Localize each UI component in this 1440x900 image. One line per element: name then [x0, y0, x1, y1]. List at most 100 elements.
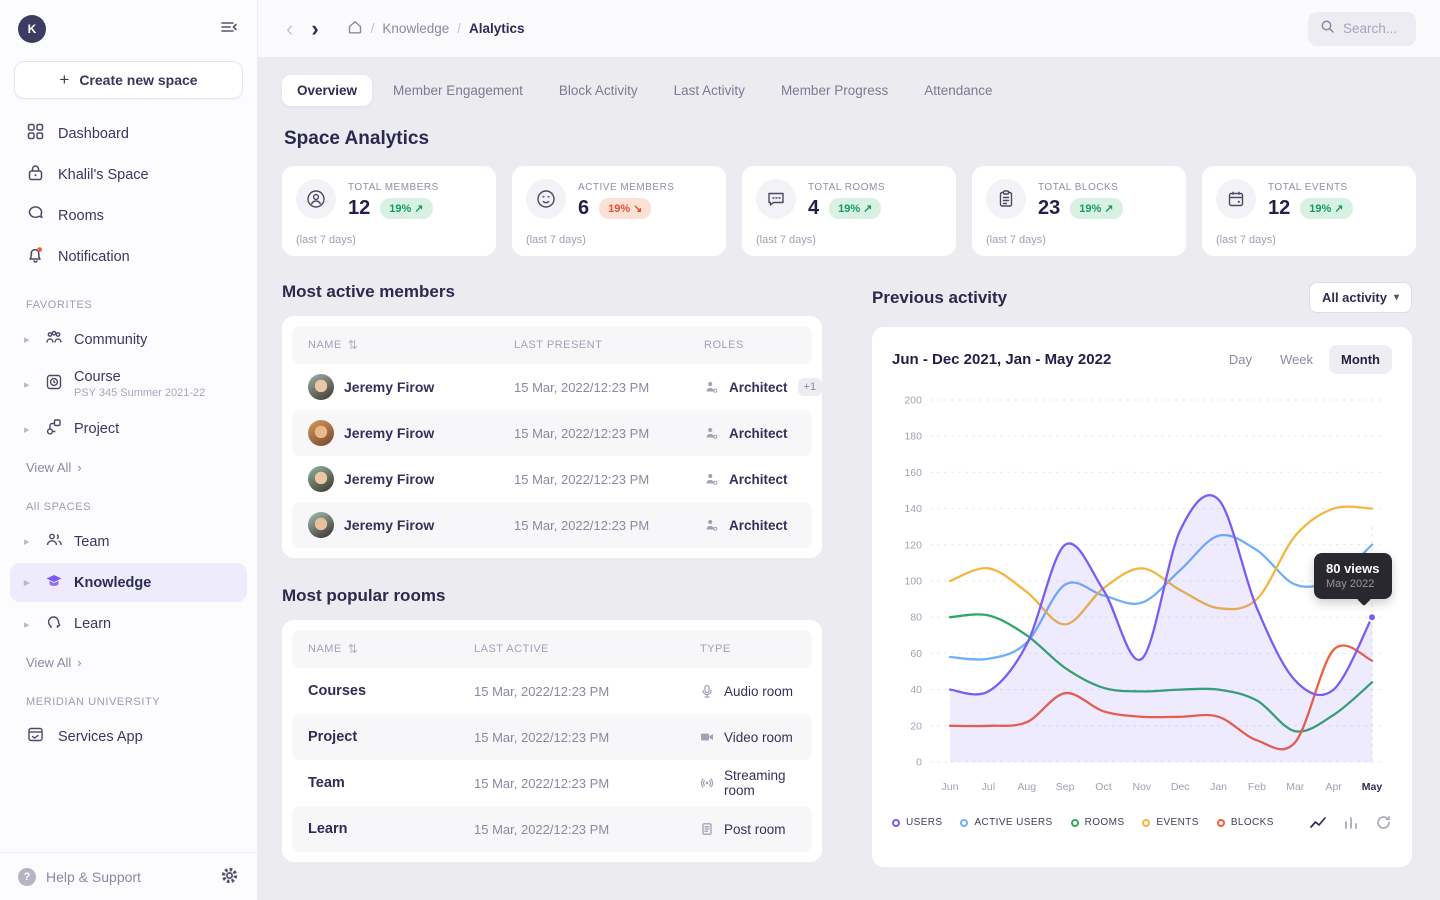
services-app-icon — [26, 725, 45, 748]
member-row[interactable]: Jeremy Firow 15 Mar, 2022/12:23 PM Archi… — [292, 364, 823, 410]
stat-label: TOTAL EVENTS — [1268, 182, 1348, 193]
legend-item-blocks[interactable]: BLOCKS — [1216, 817, 1274, 828]
bell-icon — [26, 245, 45, 268]
toggle-week[interactable]: Week — [1280, 352, 1314, 367]
activity-filter-dropdown[interactable]: All activity ▾ — [1308, 282, 1412, 313]
sidebar-item-knowledge[interactable]: ▸ Knowledge — [10, 563, 247, 602]
sidebar-item-project[interactable]: ▸ Project — [10, 409, 247, 449]
toggle-month[interactable]: Month — [1329, 345, 1392, 374]
forward-arrow-icon[interactable]: › — [311, 15, 319, 41]
expand-caret-icon[interactable]: ▸ — [24, 334, 30, 346]
tab-attendance[interactable]: Attendance — [924, 83, 993, 98]
sidebar-item-rooms[interactable]: Rooms — [0, 195, 257, 236]
room-row[interactable]: Project 15 Mar, 2022/12:23 PM Video room — [292, 714, 812, 760]
chart-area: 0 20 40 60 80 100 120 140 160 180 200 Jun Jul Aug Sep O… — [892, 384, 1392, 812]
sidebar-item-label: Team — [74, 533, 110, 550]
sidebar: K + Create new space Dashboard Khalil's … — [0, 0, 258, 900]
view-all-favorites-link[interactable]: View All › — [0, 450, 257, 479]
tab-block-activity[interactable]: Block Activity — [558, 83, 638, 98]
sidebar-item-label: Knowledge — [74, 574, 152, 591]
video-camera-icon — [700, 730, 714, 744]
legend-items: USERS ACTIVE USERS ROOMS EVENTS BLOCKS — [892, 817, 1274, 828]
breadcrumb-separator: / — [370, 21, 375, 36]
member-avatar — [308, 466, 334, 492]
legend-label: ROOMS — [1084, 817, 1125, 828]
sort-icon[interactable]: ⇅ — [347, 338, 359, 352]
community-icon — [44, 328, 64, 351]
chevron-down-icon: ▾ — [1393, 292, 1399, 303]
sidebar-item-services-app[interactable]: Services App — [0, 716, 257, 757]
tab-member-progress[interactable]: Member Progress — [780, 83, 889, 98]
trend-arrow-icon: ↗ — [1334, 203, 1344, 215]
dashboard-icon — [26, 122, 45, 145]
room-row[interactable]: Team 15 Mar, 2022/12:23 PM Streaming roo… — [308, 768, 786, 798]
sidebar-item-dashboard[interactable]: Dashboard — [0, 113, 257, 154]
help-support-link[interactable]: Help & Support — [46, 868, 141, 885]
home-icon[interactable] — [347, 19, 363, 38]
member-row[interactable]: Jeremy Firow 15 Mar, 2022/12:23 PM Archi… — [292, 410, 812, 456]
user-avatar[interactable]: K — [18, 15, 46, 43]
svg-text:Nov: Nov — [1132, 781, 1151, 793]
back-arrow-icon[interactable]: ‹ — [286, 15, 294, 41]
create-new-space-button[interactable]: + Create new space — [14, 61, 243, 99]
trend-arrow-icon: ↗ — [863, 203, 873, 215]
sidebar-item-label: Rooms — [58, 207, 104, 224]
sidebar-item-khalils-space[interactable]: Khalil's Space — [0, 154, 257, 195]
extra-roles-badge[interactable]: +1 — [797, 378, 823, 396]
stat-change-badge: 19% ↗ — [1070, 198, 1123, 219]
org-section-label: MERIDIAN UNIVERSITY — [26, 696, 161, 708]
project-icon — [44, 417, 64, 441]
legend-label: ACTIVE USERS — [974, 817, 1053, 828]
sidebar-item-team[interactable]: ▸ Team — [10, 522, 247, 561]
room-row[interactable]: Learn 15 Mar, 2022/12:23 PM Post room — [292, 806, 812, 852]
svg-text:200: 200 — [904, 395, 922, 407]
svg-text:160: 160 — [904, 467, 922, 479]
bar-chart-mode-icon[interactable] — [1343, 815, 1359, 830]
tab-member-engagement[interactable]: Member Engagement — [393, 83, 523, 98]
search-input[interactable] — [1343, 21, 1413, 36]
legend-dot-icon — [892, 818, 900, 827]
create-new-space-label: Create new space — [79, 72, 198, 88]
svg-text:Mar: Mar — [1286, 781, 1305, 793]
top-bar: ‹ › / Knowledge / Alalytics — [258, 0, 1440, 57]
rooms-table: NAME ⇅ LAST ACTIVE TYPE Courses 15 Mar, 2… — [282, 620, 822, 862]
expand-caret-icon[interactable]: ▸ — [24, 378, 30, 391]
room-row[interactable]: Courses 15 Mar, 2022/12:23 PM Audio room — [308, 683, 794, 699]
sidebar-item-community[interactable]: ▸ Community — [10, 320, 247, 359]
stat-label: TOTAL ROOMS — [808, 182, 885, 193]
expand-caret-icon[interactable]: ▸ — [24, 536, 30, 548]
breadcrumb-parent-link[interactable]: Knowledge — [382, 21, 450, 36]
expand-caret-icon[interactable]: ▸ — [24, 618, 30, 631]
member-avatar — [308, 512, 334, 538]
legend-item-events[interactable]: EVENTS — [1142, 817, 1198, 828]
sidebar-item-notification[interactable]: Notification — [0, 236, 257, 277]
chevron-right-icon: › — [77, 460, 82, 475]
svg-text:Feb: Feb — [1248, 781, 1266, 793]
legend-item-active-users[interactable]: ACTIVE USERS — [960, 817, 1052, 828]
expand-caret-icon[interactable]: ▸ — [24, 577, 30, 589]
sidebar-item-label: Services App — [58, 728, 143, 745]
view-all-spaces-link[interactable]: View All › — [0, 645, 257, 674]
legend-item-rooms[interactable]: ROOMS — [1070, 817, 1125, 828]
sidebar-item-learn[interactable]: ▸ Learn — [10, 604, 247, 644]
search-box[interactable] — [1308, 11, 1416, 46]
broadcast-icon — [700, 776, 714, 790]
sidebar-item-label: Notification — [58, 248, 130, 265]
member-row[interactable]: Jeremy Firow 15 Mar, 2022/12:23 PM Archi… — [292, 456, 812, 502]
tab-last-activity[interactable]: Last Activity — [673, 83, 745, 98]
sidebar-collapse-icon[interactable] — [219, 17, 239, 42]
tab-overview[interactable]: Overview — [282, 75, 373, 106]
expand-caret-icon[interactable]: ▸ — [24, 423, 30, 436]
toggle-day[interactable]: Day — [1228, 352, 1253, 367]
refresh-icon[interactable] — [1375, 814, 1392, 831]
sidebar-item-course[interactable]: ▸ Course PSY 345 Summer 2021-22 — [10, 361, 247, 407]
sort-icon[interactable]: ⇅ — [347, 642, 359, 656]
legend-item-users[interactable]: USERS — [892, 817, 942, 828]
stat-value: 23 — [1038, 197, 1061, 219]
settings-gear-icon[interactable] — [220, 866, 239, 888]
member-row[interactable]: Jeremy Firow 15 Mar, 2022/12:23 PM Archi… — [292, 502, 812, 548]
activity-heading: Previous activity — [872, 287, 1008, 307]
line-chart-mode-icon[interactable] — [1309, 816, 1327, 830]
sidebar-item-label: Community — [74, 331, 148, 348]
member-icon — [296, 179, 336, 219]
